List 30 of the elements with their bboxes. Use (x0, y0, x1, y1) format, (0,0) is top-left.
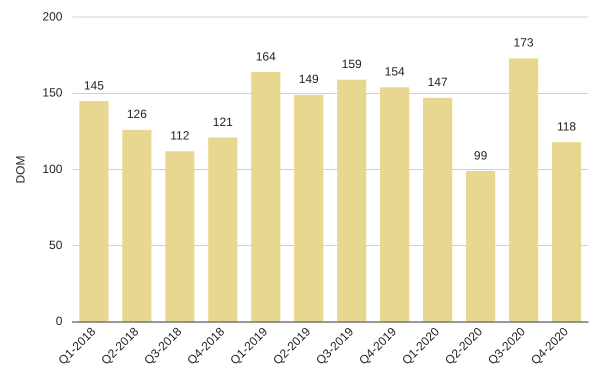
data-label: 173 (514, 36, 534, 50)
data-label: 149 (298, 72, 320, 86)
data-label: 118 (556, 119, 576, 134)
bar (423, 98, 452, 322)
y-tick-label: 50 (49, 238, 63, 252)
y-axis-title: DOM (14, 156, 28, 184)
bar (294, 94, 324, 322)
data-label: 112 (170, 128, 190, 143)
data-label: 99 (474, 148, 488, 162)
bar (552, 142, 582, 322)
bar (508, 58, 538, 322)
bar (122, 130, 152, 322)
y-tick-label: 150 (42, 86, 63, 100)
bar (208, 138, 238, 322)
bar (79, 100, 109, 322)
bar (251, 72, 280, 322)
data-label: 164 (256, 49, 276, 64)
data-label: 154 (384, 64, 405, 79)
data-label: 121 (212, 114, 234, 129)
data-label: 145 (84, 78, 104, 92)
y-tick-label: 100 (42, 162, 63, 176)
data-label: 126 (126, 107, 148, 122)
bar (337, 80, 366, 322)
bar (466, 171, 496, 322)
y-tick-label: 0 (56, 314, 63, 328)
y-tick-label: 200 (42, 10, 63, 24)
bar (380, 87, 410, 322)
bar (165, 151, 194, 322)
data-label: 147 (428, 75, 448, 90)
data-label: 159 (342, 56, 362, 71)
